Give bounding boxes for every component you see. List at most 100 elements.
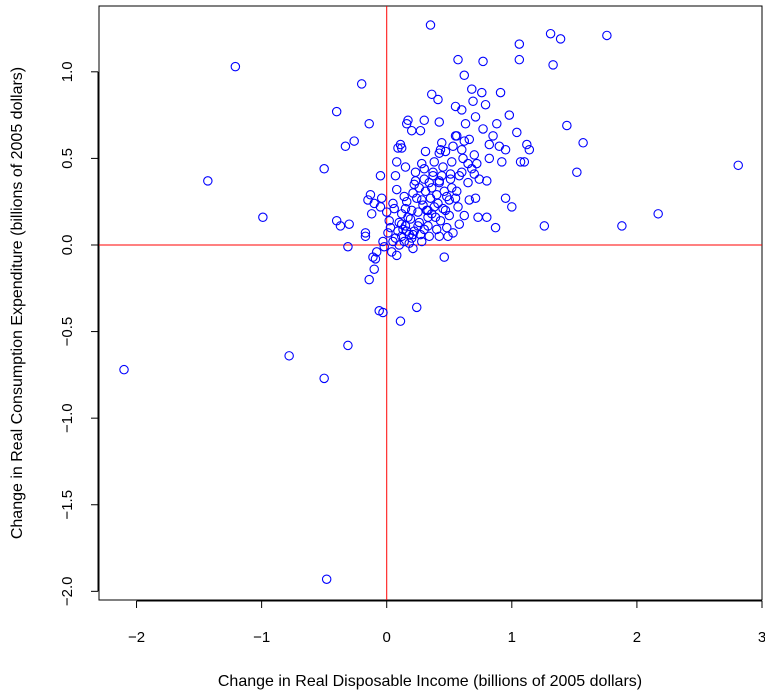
data-point — [427, 89, 437, 100]
data-point — [602, 30, 612, 41]
data-point — [379, 241, 389, 252]
data-point — [360, 231, 371, 242]
data-point — [437, 138, 447, 148]
data-point — [416, 236, 427, 247]
data-point — [519, 157, 530, 167]
data-point — [459, 210, 470, 221]
data-point — [464, 195, 475, 205]
y-tick-label: 0.0 — [59, 235, 76, 256]
data-point — [319, 164, 329, 174]
data-point — [321, 574, 332, 584]
data-point — [203, 176, 213, 186]
data-point — [439, 186, 450, 197]
data-point — [375, 202, 386, 212]
data-point — [453, 54, 463, 65]
data-point — [482, 212, 492, 223]
data-point — [400, 203, 411, 214]
data-point — [459, 70, 470, 81]
data-point — [469, 169, 480, 179]
data-point — [383, 228, 393, 238]
data-point — [414, 183, 424, 193]
data-point — [335, 221, 346, 231]
data-point — [458, 153, 468, 164]
x-tick-label: −1 — [253, 629, 270, 646]
data-point — [442, 191, 452, 202]
data-point — [399, 191, 409, 202]
data-point — [427, 183, 437, 193]
data-point — [390, 170, 401, 181]
y-axis: −2.0 −1.5 −1.0 −0.5 0.0 0.5 1.0 — [59, 61, 99, 607]
data-point — [395, 316, 406, 326]
data-point — [406, 205, 417, 216]
data-point — [432, 190, 442, 200]
data-point — [319, 373, 329, 384]
data-point — [419, 164, 429, 174]
data-point — [437, 170, 447, 181]
data-point — [460, 119, 471, 129]
data-point — [524, 144, 535, 155]
data-point — [548, 60, 558, 70]
data-point — [500, 193, 511, 203]
x-axis: −2 −1 0 1 2 3 — [128, 600, 765, 646]
data-point — [406, 125, 417, 136]
data-point — [457, 105, 467, 115]
data-point — [384, 215, 394, 226]
data-point — [504, 110, 515, 120]
data-point — [424, 177, 434, 188]
data-point — [453, 202, 463, 212]
data-point — [490, 222, 501, 233]
data-point — [469, 150, 480, 160]
y-tick-label: −1.0 — [59, 403, 76, 433]
data-point — [439, 252, 450, 262]
data-point — [434, 148, 445, 158]
data-point — [438, 203, 448, 214]
data-point — [447, 183, 457, 193]
data-point — [522, 139, 532, 150]
data-point — [448, 228, 458, 238]
data-point — [459, 136, 470, 146]
data-point — [378, 307, 388, 318]
data-point — [445, 169, 456, 179]
data-point — [463, 158, 473, 169]
data-point — [360, 228, 371, 238]
data-point — [617, 221, 627, 231]
data-point — [365, 190, 376, 200]
data-point — [478, 124, 488, 134]
data-point — [450, 193, 461, 203]
data-point — [539, 221, 550, 231]
data-point — [428, 167, 438, 178]
data-point — [488, 131, 498, 141]
x-axis-label: Change in Real Disposable Income (billio… — [218, 673, 642, 690]
data-point — [230, 61, 241, 72]
reference-lines — [99, 6, 762, 600]
data-point — [369, 264, 379, 274]
x-tick-label: 1 — [508, 629, 516, 646]
data-point — [416, 195, 427, 205]
data-point — [578, 138, 588, 148]
data-point — [369, 198, 379, 209]
data-point — [464, 134, 475, 145]
data-point — [340, 141, 351, 152]
data-point — [507, 202, 517, 212]
data-point — [429, 157, 440, 167]
data-point — [381, 207, 392, 217]
data-point — [331, 106, 342, 117]
y-tick-label: −2.0 — [59, 577, 76, 607]
data-point — [435, 215, 446, 226]
data-point — [484, 139, 495, 150]
data-point — [500, 144, 511, 155]
data-point — [653, 209, 663, 219]
data-point — [258, 212, 268, 223]
data-point — [484, 153, 495, 164]
data-point — [416, 158, 427, 169]
data-point — [457, 144, 467, 155]
data-point — [425, 20, 436, 30]
data-point — [562, 120, 572, 131]
data-point — [343, 241, 353, 252]
data-point — [119, 364, 129, 375]
data-point — [733, 160, 743, 171]
data-point — [378, 236, 388, 247]
data-point — [363, 195, 373, 205]
data-point — [413, 207, 423, 217]
